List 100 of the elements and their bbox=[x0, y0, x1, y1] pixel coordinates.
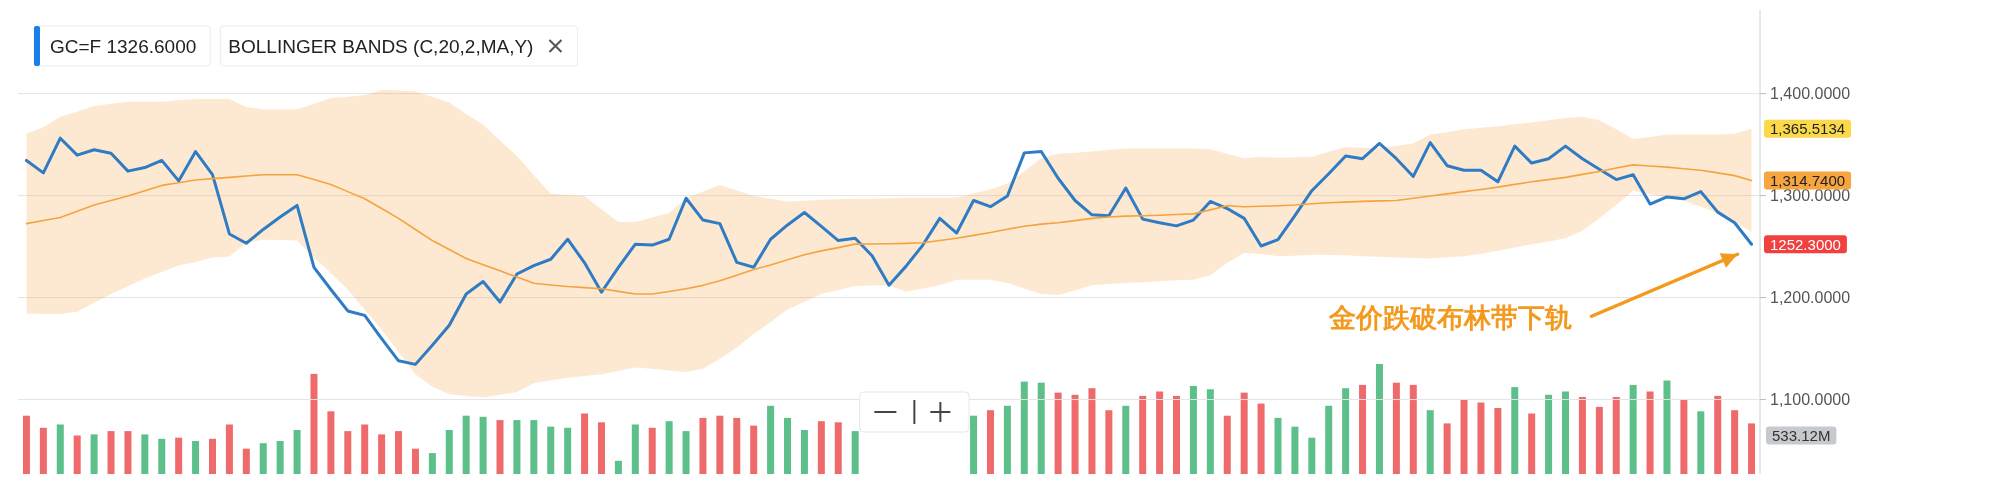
bar bbox=[1037, 382, 1045, 474]
bar bbox=[1257, 403, 1265, 474]
bar bbox=[817, 421, 825, 474]
bar bbox=[513, 420, 521, 474]
bar bbox=[1392, 382, 1400, 474]
bar bbox=[1545, 394, 1553, 474]
bar bbox=[1359, 384, 1367, 474]
bar bbox=[293, 430, 301, 474]
bar bbox=[1291, 426, 1299, 474]
bar bbox=[175, 437, 183, 474]
bar bbox=[242, 448, 250, 474]
bar bbox=[1071, 394, 1079, 474]
bar bbox=[530, 420, 538, 474]
bar bbox=[1697, 411, 1705, 474]
bar bbox=[597, 422, 605, 474]
bar bbox=[614, 460, 622, 474]
bar bbox=[378, 434, 386, 474]
bar bbox=[141, 434, 149, 474]
bar bbox=[1612, 397, 1620, 474]
bar bbox=[1494, 408, 1502, 474]
bar bbox=[344, 431, 352, 474]
bar bbox=[361, 424, 369, 474]
bar bbox=[22, 415, 30, 474]
bar bbox=[1426, 410, 1434, 474]
bar bbox=[259, 443, 267, 474]
bar bbox=[648, 427, 656, 474]
data-label: 1252.3000 bbox=[1770, 235, 1841, 253]
bar bbox=[800, 430, 808, 474]
bar bbox=[192, 441, 200, 474]
bar bbox=[1189, 386, 1197, 474]
bar bbox=[209, 438, 216, 474]
bar bbox=[631, 424, 639, 474]
bar bbox=[1443, 423, 1451, 474]
bar bbox=[1409, 384, 1417, 474]
bar bbox=[716, 415, 724, 474]
bar bbox=[1308, 437, 1316, 474]
bar bbox=[1646, 391, 1654, 474]
bar bbox=[665, 421, 673, 474]
bar bbox=[411, 448, 419, 474]
bar bbox=[750, 425, 758, 474]
line-series bbox=[24, 136, 1754, 366]
bar bbox=[1003, 405, 1011, 474]
bar bbox=[496, 420, 504, 474]
line-series bbox=[25, 164, 1753, 295]
bar bbox=[1156, 391, 1164, 474]
bar bbox=[462, 415, 470, 474]
bar bbox=[1714, 395, 1722, 474]
bar bbox=[1325, 405, 1333, 474]
bar bbox=[1173, 395, 1181, 474]
text: 533.12M bbox=[1772, 426, 1831, 444]
bar bbox=[581, 413, 589, 474]
bar bbox=[107, 431, 115, 474]
bar bbox=[970, 415, 978, 474]
y-tick-label: 1,200.0000 bbox=[1770, 289, 1851, 307]
bar bbox=[1240, 392, 1248, 474]
annotation: 金价跌破布林带下轨 bbox=[1327, 303, 1572, 334]
bar bbox=[479, 416, 487, 474]
bar bbox=[784, 417, 792, 474]
bar bbox=[1748, 423, 1756, 474]
bar bbox=[1595, 406, 1603, 474]
bar bbox=[1511, 387, 1519, 474]
y-tick-label: 1,100.0000 bbox=[1770, 391, 1851, 409]
bar bbox=[733, 417, 741, 474]
bar bbox=[1663, 380, 1671, 474]
text: BOLLINGER BANDS (C,20,2,MA,Y) bbox=[228, 35, 534, 57]
bar bbox=[158, 438, 166, 474]
bar bbox=[1680, 399, 1688, 474]
y-tick-label: 1,300.0000 bbox=[1770, 187, 1851, 205]
bar bbox=[1206, 389, 1214, 474]
bar bbox=[1731, 410, 1739, 474]
bar bbox=[564, 427, 572, 474]
bar bbox=[986, 410, 994, 474]
bar bbox=[225, 424, 233, 474]
bar bbox=[56, 424, 64, 474]
bar bbox=[445, 430, 453, 474]
bar bbox=[1105, 410, 1113, 474]
bar bbox=[1122, 405, 1130, 474]
bar bbox=[1274, 417, 1282, 474]
bar bbox=[851, 431, 859, 474]
bar bbox=[682, 431, 690, 474]
bar bbox=[699, 417, 707, 474]
text: 1,365.5134 bbox=[1770, 120, 1846, 138]
bar bbox=[1375, 364, 1383, 474]
bar bbox=[90, 434, 98, 474]
bar bbox=[1054, 392, 1062, 474]
bar bbox=[1088, 388, 1096, 474]
bar bbox=[547, 426, 555, 474]
bar bbox=[1528, 413, 1536, 474]
bar bbox=[1578, 397, 1586, 474]
bar bbox=[834, 422, 842, 474]
bar bbox=[39, 427, 47, 474]
bar bbox=[124, 431, 132, 474]
y-tick-label: 1,400.0000 bbox=[1770, 85, 1851, 103]
bar bbox=[1562, 391, 1569, 474]
bar bbox=[73, 435, 81, 474]
bar bbox=[327, 411, 335, 474]
bar bbox=[1139, 395, 1147, 474]
bar bbox=[1223, 415, 1231, 474]
bar bbox=[428, 453, 436, 474]
bar bbox=[395, 431, 403, 474]
